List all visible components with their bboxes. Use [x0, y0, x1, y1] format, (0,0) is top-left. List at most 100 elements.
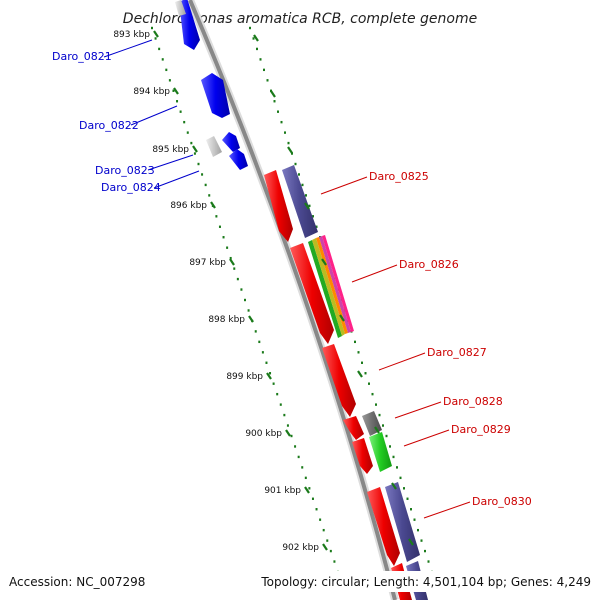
- gene-label[interactable]: Daro_0821: [52, 50, 112, 63]
- tick-dot: [208, 194, 211, 197]
- tick-dot: [252, 37, 255, 40]
- tick-dot: [233, 267, 236, 270]
- tick-dot: [420, 539, 423, 542]
- tick-dot: [298, 173, 300, 176]
- gene-daro-0827[interactable]: [322, 344, 364, 440]
- major-tick: [339, 314, 345, 322]
- tick-dot: [304, 476, 307, 480]
- tick-dot: [301, 466, 304, 469]
- tick-dot: [284, 131, 286, 134]
- tick-dot: [276, 392, 279, 396]
- gene-label[interactable]: Daro_0829: [451, 423, 511, 436]
- tick-dot: [161, 58, 164, 61]
- tick-dot: [361, 361, 363, 364]
- tick-dot: [236, 277, 239, 281]
- tick-dot: [315, 508, 318, 511]
- tick-dot: [406, 497, 409, 500]
- tick-dot: [204, 183, 207, 187]
- tick-dot: [240, 288, 243, 291]
- major-tick: [357, 370, 363, 378]
- genome-summary-text: Topology: circular; Length: 4,501,104 bp…: [260, 575, 591, 589]
- gene-leader-line: [320, 176, 368, 195]
- tick-dot: [259, 58, 262, 61]
- major-tick: [374, 426, 380, 434]
- gene-label[interactable]: Daro_0826: [399, 258, 459, 271]
- tick-dot: [424, 549, 426, 553]
- gene-daro-0821[interactable]: [175, 0, 200, 50]
- tick-dot: [249, 26, 251, 30]
- tick-dot: [403, 487, 405, 490]
- tick-dot: [263, 68, 265, 72]
- tick-dot: [312, 215, 314, 218]
- major-tick: [304, 486, 310, 494]
- left-gene-labels: Daro_0821 Daro_0822 Daro_0823 Daro_0824: [52, 39, 200, 194]
- gene-daro-0822[interactable]: [201, 73, 230, 118]
- tick-dot: [273, 100, 276, 103]
- tick-dot: [427, 560, 430, 563]
- tick-dot: [261, 351, 264, 354]
- tick-dot: [158, 47, 161, 51]
- tick-dot: [280, 120, 283, 124]
- tick-dot: [256, 47, 258, 51]
- tick-dot: [308, 204, 311, 208]
- ticks: 893 kbp 894 kbp 895 kbp 896 kbp 897 kbp 898 k…: [113, 30, 414, 553]
- gene-daro-0826[interactable]: [290, 235, 354, 344]
- major-tick: [304, 202, 310, 210]
- major-tick: [270, 90, 276, 98]
- major-tick: [287, 146, 293, 154]
- tick-dot: [197, 162, 200, 166]
- tick-dot: [151, 26, 153, 30]
- tick-dot: [165, 68, 168, 72]
- tick-label: 901 kbp: [264, 486, 301, 496]
- footer-mask: [0, 571, 600, 592]
- tick-dot: [286, 424, 289, 427]
- gene-daro-0829[interactable]: [352, 432, 392, 474]
- gene-leader-line: [153, 170, 200, 189]
- tick-dot: [186, 131, 189, 134]
- gene-daro-0824[interactable]: [229, 149, 248, 170]
- tick-dot: [329, 549, 332, 553]
- tick-label: 898 kbp: [208, 315, 245, 325]
- tick-dot: [193, 152, 196, 155]
- tick-dot: [229, 256, 232, 260]
- tick-label: 902 kbp: [282, 543, 319, 553]
- tick-dot: [413, 518, 416, 521]
- gene-daro-0825[interactable]: [264, 165, 318, 242]
- gene-daro-0823[interactable]: [206, 132, 240, 157]
- gene-leader-line: [103, 39, 153, 58]
- tick-dot: [266, 79, 269, 82]
- gene-label[interactable]: Daro_0828: [443, 395, 503, 408]
- gene-leader-line: [394, 401, 442, 419]
- gene-label[interactable]: Daro_0824: [101, 181, 161, 194]
- gene-leader-line: [423, 501, 471, 519]
- gene-label[interactable]: Daro_0825: [369, 170, 429, 183]
- tick-label: 897 kbp: [189, 258, 226, 268]
- gene-label[interactable]: Daro_0830: [472, 495, 532, 508]
- tick-dot: [364, 372, 367, 375]
- tick-dot: [368, 382, 370, 385]
- tick-dot: [176, 100, 179, 103]
- tick-dot: [305, 194, 307, 197]
- tick-dot: [247, 309, 250, 312]
- tick-dot: [265, 361, 268, 364]
- major-tick: [322, 543, 328, 551]
- tick-dot: [396, 466, 398, 469]
- major-tick: [321, 258, 327, 266]
- genome-backbone-core: [188, 0, 397, 600]
- tick-dot: [291, 152, 293, 155]
- major-tick: [210, 201, 216, 209]
- tick-dot: [244, 298, 246, 302]
- tick-dot: [279, 403, 282, 406]
- tick-dot: [294, 162, 297, 166]
- tick-dot: [215, 215, 218, 218]
- tick-label: 899 kbp: [226, 372, 263, 382]
- gene-label[interactable]: Daro_0827: [427, 346, 487, 359]
- tick-label: 900 kbp: [245, 429, 282, 439]
- tick-label: 896 kbp: [170, 201, 207, 211]
- tick-dot: [172, 89, 175, 92]
- tick-dot: [392, 455, 395, 459]
- tick-dot: [326, 539, 329, 542]
- gene-label[interactable]: Daro_0822: [79, 119, 139, 132]
- gene-label[interactable]: Daro_0823: [95, 164, 155, 177]
